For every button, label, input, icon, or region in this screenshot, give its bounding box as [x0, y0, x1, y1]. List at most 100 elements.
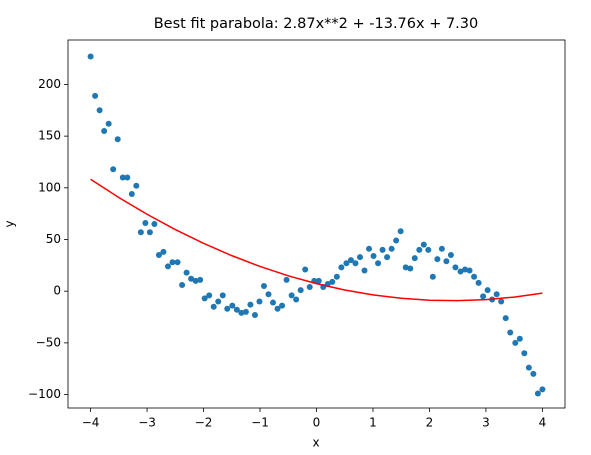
scatter-point	[388, 245, 395, 252]
scatter-point	[475, 279, 482, 286]
scatter-point	[201, 295, 208, 302]
scatter-point	[534, 390, 541, 397]
scatter-point	[434, 256, 441, 263]
scatter-point	[361, 267, 368, 274]
scatter-point	[247, 301, 254, 308]
scatter-point	[251, 311, 258, 318]
scatter-point	[242, 308, 249, 315]
scatter-point	[370, 253, 377, 260]
scatter-point	[498, 298, 505, 305]
scatter-point	[429, 273, 436, 280]
y-tick-label: −100	[28, 387, 61, 401]
scatter-point	[192, 277, 199, 284]
scatter-point	[274, 305, 281, 312]
scatter-point	[288, 292, 295, 299]
scatter-point	[512, 339, 519, 346]
scatter-point	[379, 246, 386, 253]
scatter-point	[343, 260, 350, 267]
scatter-point	[183, 269, 190, 276]
scatter-point	[507, 329, 514, 336]
scatter-point	[265, 291, 272, 298]
scatter-point	[260, 283, 267, 290]
scatter-point	[347, 257, 354, 264]
scatter-point	[466, 267, 473, 274]
y-tick-label: 200	[38, 77, 61, 91]
scatter-point	[142, 219, 149, 226]
scatter-point	[425, 246, 432, 253]
scatter-point	[329, 278, 336, 285]
scatter-point	[160, 248, 167, 255]
x-tick-label: −4	[82, 416, 100, 430]
scatter-point	[169, 259, 176, 266]
scatter-point	[366, 245, 373, 252]
scatter-point	[462, 266, 469, 273]
scatter-point	[210, 303, 217, 310]
scatter-point	[146, 229, 153, 236]
scatter-point	[443, 258, 450, 265]
y-tick-label: −50	[36, 335, 61, 349]
scatter-point	[530, 370, 537, 377]
scatter-point	[128, 191, 135, 198]
y-tick-label: 50	[46, 232, 61, 246]
scatter-point	[407, 265, 414, 272]
scatter-point	[283, 276, 290, 283]
x-tick-label: 4	[539, 416, 547, 430]
scatter-point	[293, 296, 300, 303]
scatter-point	[338, 264, 345, 271]
scatter-point	[397, 228, 404, 235]
x-tick-label: −1	[251, 416, 269, 430]
fit-line	[90, 178, 543, 302]
x-tick-label: 2	[426, 416, 434, 430]
scatter-point	[384, 254, 391, 261]
scatter-point	[155, 252, 162, 259]
scatter-point	[219, 292, 226, 299]
scatter-point	[393, 237, 400, 244]
scatter-point	[457, 268, 464, 275]
y-tick-label: 0	[53, 284, 61, 298]
scatter-point	[279, 302, 286, 309]
scatter-point	[164, 263, 171, 270]
scatter-point	[539, 386, 546, 393]
scatter-point	[480, 293, 487, 300]
scatter-point	[297, 287, 304, 294]
scatter-point	[133, 182, 140, 189]
chart-title: Best fit parabola: 2.87x**2 + -13.76x + …	[154, 16, 479, 32]
scatter-point	[179, 281, 186, 288]
y-tick-label: 100	[38, 180, 61, 194]
scatter-point	[92, 92, 99, 99]
scatter-point	[525, 364, 532, 371]
scatter-point	[224, 305, 231, 312]
scatter-point	[447, 252, 454, 259]
scatter-point	[151, 221, 158, 227]
plot-frame	[67, 39, 566, 409]
scatter-point	[229, 302, 236, 309]
scatter-point	[270, 299, 277, 306]
scatter-point	[101, 127, 108, 134]
x-tick-label: 0	[313, 416, 321, 430]
x-tick-label: 1	[369, 416, 377, 430]
scatter-point	[174, 259, 181, 266]
scatter-point	[110, 166, 117, 173]
scatter-point	[206, 292, 213, 299]
scatter-point	[438, 245, 445, 252]
scatter-point	[137, 229, 144, 236]
x-tick-label: 3	[482, 416, 490, 430]
scatter-point	[96, 107, 103, 114]
scatter-point	[452, 264, 459, 271]
scatter-point	[233, 306, 240, 313]
scatter-point	[238, 309, 245, 316]
scatter-point	[256, 298, 263, 305]
scatter-point	[302, 266, 309, 273]
scatter-point	[484, 287, 491, 294]
scatter-point	[306, 284, 313, 291]
scatter-point	[416, 246, 423, 253]
scatter-point	[502, 315, 509, 322]
x-tick-label: −3	[138, 416, 156, 430]
x-axis-label: x	[312, 436, 319, 450]
scatter-point	[197, 276, 204, 283]
scatter-point	[105, 120, 112, 127]
scatter-point	[420, 241, 427, 248]
scatter-point	[471, 273, 478, 280]
